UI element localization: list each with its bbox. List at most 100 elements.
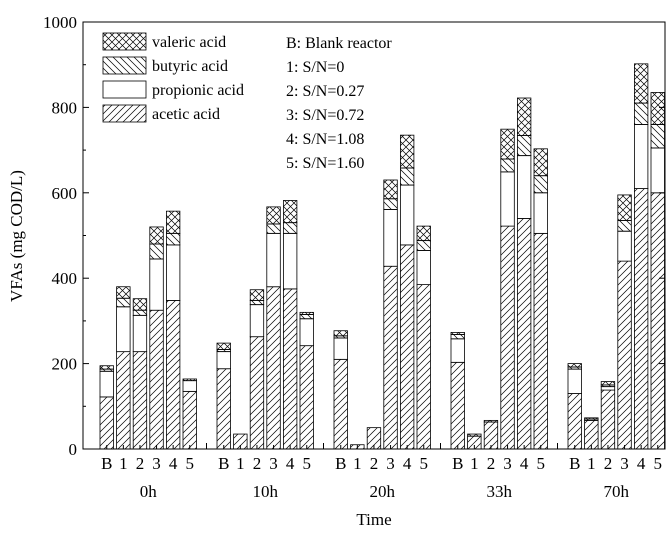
bar-label: 1 <box>470 454 479 473</box>
bar-label: 1 <box>587 454 596 473</box>
bar-segment-butyric <box>617 220 632 232</box>
bar-segment-butyric <box>416 240 431 251</box>
bar-segment-propionic <box>517 155 532 219</box>
bar-label: 4 <box>169 454 178 473</box>
legend-swatch-valeric <box>102 32 147 51</box>
bar-segment-acetic <box>266 286 281 450</box>
bar-segment-acetic <box>165 300 181 450</box>
bar-segment-butyric <box>634 102 649 125</box>
bar-label: 5 <box>537 454 546 473</box>
legend-label: acetic acid <box>152 106 220 123</box>
legend-label: butyric acid <box>152 58 228 75</box>
bar-segment-propionic <box>399 184 415 246</box>
y-axis-label: VFAs (mg COD/L) <box>7 170 26 302</box>
bar-label: B <box>335 454 346 473</box>
annotation-line: 1: S/N=0 <box>286 59 344 76</box>
group-label: 70h <box>604 482 630 501</box>
bar-label: B <box>101 454 112 473</box>
bar-label: 1 <box>119 454 128 473</box>
bar-segment-acetic <box>617 260 632 450</box>
group-70h <box>567 63 665 450</box>
bar-segment-butyric <box>399 167 415 186</box>
bar-segment-propionic <box>132 314 148 353</box>
bar-segment-acetic <box>149 309 164 450</box>
bar-label: 3 <box>503 454 512 473</box>
bar-label: 4 <box>286 454 295 473</box>
bar-label: B <box>569 454 580 473</box>
bar-segment-propionic <box>216 351 231 370</box>
bar-segment-butyric <box>517 135 532 157</box>
bar-segment-acetic <box>500 225 515 450</box>
bar-segment-butyric <box>299 314 314 320</box>
y-axis: 0 200 400 600 800 1000 <box>43 13 665 459</box>
legend-swatch-butyric <box>102 56 147 75</box>
annotations: B: Blank reactor 1: S/N=0 2: S/N=0.27 3: S/… <box>286 35 392 172</box>
bar-segment-valeric <box>216 342 231 350</box>
y-tick-label: 600 <box>52 184 78 203</box>
annotation-line: 4: S/N=1.08 <box>286 131 364 148</box>
annotation-line: 3: S/N=0.72 <box>286 107 364 124</box>
bar-segment-valeric <box>266 206 281 225</box>
bar-segment-propionic <box>165 244 181 301</box>
bar-segment-valeric <box>483 419 499 423</box>
bar-label: 3 <box>269 454 278 473</box>
bar-segment-propionic <box>282 232 298 290</box>
bar-label: 3 <box>152 454 161 473</box>
bar-label: 5 <box>654 454 663 473</box>
bar-segment-valeric <box>617 194 632 221</box>
bar-segment-propionic <box>567 368 582 394</box>
bar-label: 5 <box>303 454 312 473</box>
bar-label: 3 <box>620 454 629 473</box>
bar-segment-valeric <box>584 417 599 420</box>
bar-label: 3 <box>386 454 395 473</box>
legend-swatch-propionic <box>102 80 147 99</box>
bar-segment-acetic <box>182 390 197 450</box>
group-20h <box>333 134 431 450</box>
group-0h <box>99 210 197 450</box>
bar-segment-acetic <box>483 421 499 450</box>
bar-segment-propionic <box>600 386 616 391</box>
bar-segment-valeric <box>383 179 398 200</box>
bar-segment-acetic <box>567 393 582 450</box>
bar-segment-valeric <box>99 365 114 370</box>
bar-segment-butyric <box>383 198 398 210</box>
bar-segment-acetic <box>517 218 532 450</box>
bar-segment-acetic <box>132 351 148 450</box>
bar-segment-propionic <box>650 147 665 194</box>
bar-segment-valeric <box>333 330 348 337</box>
bar-segment-acetic <box>450 361 465 450</box>
bar-segment-valeric <box>282 200 298 224</box>
bar-segment-butyric <box>132 309 148 316</box>
y-tick-label: 1000 <box>43 13 77 32</box>
y-tick-label: 400 <box>52 269 78 288</box>
bar-segment-propionic <box>533 192 548 234</box>
bar-segment-valeric <box>533 148 548 177</box>
bar-segment-valeric <box>517 97 532 136</box>
legend-swatch-acetic <box>102 104 147 123</box>
bar-segment-acetic <box>584 419 599 450</box>
bar-segment-valeric <box>132 298 148 311</box>
bar-segment-valeric <box>450 332 465 335</box>
bar-segment-valeric <box>467 433 482 437</box>
bar-segment-butyric <box>282 222 298 234</box>
bar-label: 2 <box>604 454 613 473</box>
bar-segment-propionic <box>634 124 649 189</box>
bar-segment-butyric <box>149 243 164 260</box>
group-label: 0h <box>140 482 158 501</box>
bar-segment-propionic <box>333 337 348 360</box>
bar-segment-acetic <box>99 396 114 450</box>
bar-segment-acetic <box>383 265 398 450</box>
bar-segment-propionic <box>249 304 265 338</box>
bar-segment-acetic <box>299 345 314 450</box>
bar-segment-propionic <box>149 258 164 311</box>
bar-segment-acetic <box>399 244 415 450</box>
y-tick-label: 0 <box>69 440 78 459</box>
bar-segment-propionic <box>299 318 314 347</box>
bar-segment-acetic <box>116 351 131 450</box>
legend: valeric acid butyric acid propionic acid ac… <box>102 32 244 123</box>
bar-segment-acetic <box>216 368 231 450</box>
bar-segment-acetic <box>634 188 649 450</box>
bar-segment-butyric <box>249 300 265 306</box>
